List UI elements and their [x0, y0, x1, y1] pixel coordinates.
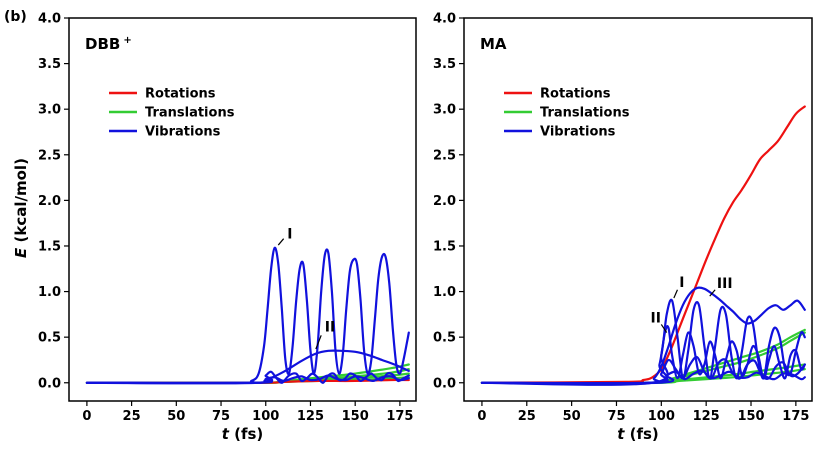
- legend-label-rotations: Rotations: [540, 87, 611, 102]
- panel-dbb: 0 25 50 75 100 125 150 175 0.0 0.5 1.0 1.5 2.0 2.5 3.0…: [38, 12, 417, 443]
- y-tick-label: 4.0: [38, 12, 61, 27]
- y-tick-label: 3.5: [433, 57, 456, 72]
- x-tick-label: 150: [737, 409, 764, 424]
- annotation-label: II: [651, 311, 661, 327]
- panel-ma: 0 25 50 75 100 125 150 175 0.0 0.5 1.0 1.5 2.0 2.5 3.0…: [433, 12, 813, 443]
- y-tick-label: 3.0: [38, 103, 61, 118]
- panel-title-text: MA: [480, 35, 507, 53]
- y-tick-label: 0.5: [433, 331, 456, 346]
- y-tick-label: 2.5: [38, 148, 61, 163]
- series-line-vibrations-8: [85, 374, 410, 385]
- y-tick-label: 3.5: [38, 57, 61, 72]
- series-group: [480, 105, 806, 386]
- annotation-label: I: [679, 275, 684, 291]
- panel-title-superscript: +: [123, 35, 131, 46]
- series-line-vibrations-9: [480, 369, 806, 385]
- y-tick-label: 2.0: [433, 194, 456, 209]
- y-tick-label: 0.0: [38, 376, 61, 391]
- x-tick-label: 75: [607, 409, 625, 424]
- panel-title: MA: [480, 35, 507, 53]
- panel-title: DBB +: [85, 35, 132, 53]
- legend-label-translations: Translations: [145, 106, 235, 121]
- y-tick-label: 1.5: [38, 239, 61, 254]
- x-axis-label: t (fs): [222, 425, 264, 443]
- x-tick-label: 100: [648, 409, 675, 424]
- x-axis-label-main: t: [617, 425, 625, 443]
- y-tick-label: 4.0: [433, 12, 456, 27]
- y-tick-label: 1.5: [433, 239, 456, 254]
- y-tick-label: 0.5: [38, 331, 61, 346]
- x-tick-label: 175: [782, 409, 809, 424]
- series-line-vibrations-5: [85, 246, 410, 385]
- panel-title-text: DBB: [85, 35, 120, 53]
- x-axis-label-unit: (fs): [624, 425, 658, 443]
- x-tick-label: 175: [386, 409, 413, 424]
- axes-frame: [463, 17, 813, 402]
- y-tick-label: 1.0: [38, 285, 61, 300]
- legend-label-translations: Translations: [540, 106, 630, 121]
- x-axis-label-unit: (fs): [229, 425, 263, 443]
- x-tick-label: 125: [693, 409, 720, 424]
- series-line-rotations-0: [480, 105, 806, 384]
- y-tick-label: 2.5: [433, 148, 456, 163]
- x-tick-label: 150: [342, 409, 369, 424]
- x-tick-label: 100: [252, 409, 279, 424]
- legend-label-vibrations: Vibrations: [540, 125, 616, 140]
- y-axis-label-main: E: [12, 247, 30, 258]
- annotation-pointer: [277, 238, 285, 246]
- annotation-label: II: [325, 320, 335, 336]
- x-tick-label: 0: [82, 409, 91, 424]
- axes-frame: [68, 17, 417, 402]
- y-tick-label: 0.0: [433, 376, 456, 391]
- annotation-label: I: [287, 227, 292, 243]
- series-group: [85, 246, 410, 385]
- x-tick-label: 25: [518, 409, 536, 424]
- series-line-vibrations-5: [480, 286, 806, 385]
- series-line-vibrations-6: [480, 298, 806, 386]
- x-axis-label-main: t: [222, 425, 230, 443]
- x-axis-label: t (fs): [617, 425, 659, 443]
- x-tick-label: 50: [563, 409, 581, 424]
- legend-label-vibrations: Vibrations: [145, 125, 221, 140]
- y-axis-label-unit: (kcal/mol): [12, 158, 30, 248]
- annotation-pointer: [709, 289, 716, 297]
- y-tick-label: 2.0: [38, 194, 61, 209]
- series-line-vibrations-8: [480, 355, 806, 385]
- x-tick-label: 50: [167, 409, 185, 424]
- x-tick-label: 125: [297, 409, 324, 424]
- x-tick-label: 25: [123, 409, 141, 424]
- y-tick-label: 3.0: [433, 103, 456, 118]
- annotation-pointer: [673, 289, 679, 299]
- panel-label: (b): [4, 9, 27, 25]
- legend-label-rotations: Rotations: [145, 87, 216, 102]
- x-tick-label: 75: [212, 409, 230, 424]
- annotation-pointer: [660, 324, 668, 333]
- y-axis-label: E (kcal/mol): [12, 158, 30, 258]
- x-tick-label: 0: [477, 409, 486, 424]
- annotation-label: III: [717, 276, 733, 292]
- annotation-pointer: [315, 335, 322, 350]
- y-tick-label: 1.0: [433, 285, 456, 300]
